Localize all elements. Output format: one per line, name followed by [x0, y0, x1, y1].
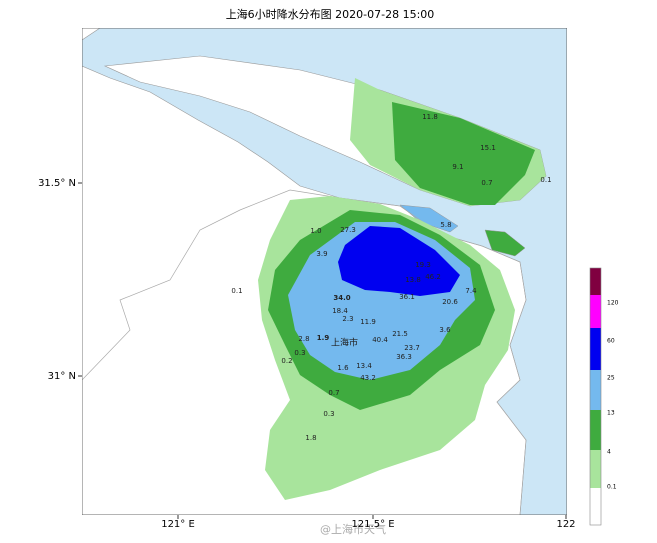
station-value: 11.8 — [422, 113, 438, 121]
station-value: 21.5 — [392, 330, 408, 338]
station-value: 40.4 — [372, 336, 388, 344]
station-value: 2.3 — [342, 315, 353, 323]
station-value: 1.8 — [305, 434, 316, 442]
station-value: 1.6 — [337, 364, 349, 372]
district-borders — [82, 189, 527, 515]
station-value: 15.1 — [480, 144, 496, 152]
map-area — [82, 28, 567, 515]
station-value: 9.1 — [452, 163, 463, 171]
station-value: 0.7 — [481, 179, 492, 187]
legend-tick: 25 — [607, 375, 615, 382]
station-value: 23.7 — [404, 344, 420, 352]
legend-tick: 4 — [607, 449, 611, 456]
station-value: 36.1 — [399, 293, 415, 301]
station-value: 20.6 — [442, 298, 458, 306]
map-title: 上海6小时降水分布图 2020-07-28 15:00 — [226, 7, 435, 21]
station-value: 19.3 — [415, 261, 431, 269]
station-value: 0.1 — [540, 176, 551, 184]
station-value: 13.8 — [405, 276, 421, 284]
station-value: 3.9 — [316, 250, 327, 258]
legend-tick: 120 — [607, 300, 619, 307]
station-value: 0.7 — [328, 389, 339, 397]
station-value: 34.0 — [333, 294, 350, 302]
station-value: 2.8 — [298, 335, 309, 343]
station-value: 36.3 — [396, 353, 412, 361]
lat-label: 31.5° N — [38, 178, 76, 189]
watermark: @上海市天气 — [320, 522, 386, 536]
station-value: 11.9 — [360, 318, 376, 326]
legend-tick: 60 — [607, 338, 615, 345]
rain-zone-storm — [338, 226, 460, 296]
lat-label: 31° N — [48, 371, 76, 382]
legend-tick: 13 — [607, 410, 615, 417]
station-value: 27.3 — [340, 226, 356, 234]
hengsha-island — [484, 229, 526, 257]
legend — [589, 267, 602, 526]
station-value: 18.4 — [332, 307, 348, 315]
station-value: 0.2 — [281, 357, 292, 365]
station-value: 13.4 — [356, 362, 372, 370]
legend-tick: 0.1 — [607, 484, 617, 491]
station-value: 46.2 — [425, 273, 441, 281]
lon-label: 121° E — [161, 519, 195, 530]
station-value: 1.9 — [317, 334, 330, 342]
station-value: 7.4 — [465, 287, 477, 295]
station-value: 3.6 — [439, 326, 451, 334]
station-value: 43.2 — [360, 374, 376, 382]
station-value: 0.3 — [294, 349, 305, 357]
station-value: 0.3 — [323, 410, 334, 418]
lon-label: 122 — [556, 519, 575, 530]
station-value: 5.8 — [440, 221, 451, 229]
station-value: 1.0 — [310, 227, 321, 235]
station-value: 0.1 — [231, 287, 242, 295]
lon-label: 121.5° E — [351, 519, 394, 530]
city-label: 上海市 — [331, 337, 358, 349]
rain-zone-mid — [392, 102, 535, 205]
